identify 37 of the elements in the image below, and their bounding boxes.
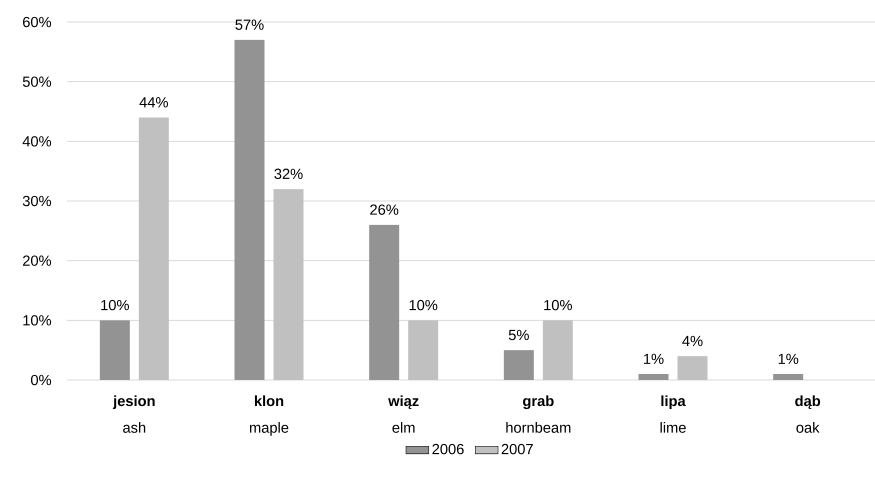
data-label: 32% — [274, 168, 303, 180]
bar — [542, 320, 573, 380]
bar — [234, 40, 264, 380]
bar — [138, 117, 169, 380]
data-label: 10% — [410, 300, 438, 310]
bar — [678, 356, 708, 380]
x-tick-label: grab hornbeam — [506, 395, 570, 433]
legend-label: 2007 — [502, 444, 533, 454]
x-tick-label: wiąz elm — [388, 395, 419, 433]
bar — [408, 320, 438, 380]
x-tick-label: dąb oak — [795, 395, 820, 433]
bar — [773, 374, 804, 380]
data-label: 57% — [235, 20, 264, 30]
data-label: 5% — [508, 330, 529, 340]
legend-label: 2006 — [432, 444, 464, 454]
y-tick-label: 40% — [22, 136, 52, 147]
y-tick-label: 20% — [23, 255, 52, 266]
y-tick-label: 30% — [22, 196, 52, 206]
data-label: 4% — [682, 336, 703, 346]
data-label: 10% — [101, 300, 129, 310]
y-tick-label: 60% — [23, 16, 52, 28]
y-tick-label: 0% — [30, 374, 52, 386]
x-tick-label: klon maple — [250, 395, 288, 436]
bar — [638, 374, 668, 380]
data-label: 44% — [139, 97, 168, 108]
bar — [504, 350, 534, 380]
y-tick-label: 50% — [22, 76, 52, 87]
y-tick-label: 10% — [23, 315, 52, 326]
data-label: 1% — [644, 354, 664, 364]
data-label: 26% — [370, 204, 398, 215]
bar — [274, 189, 304, 380]
data-label: 10% — [544, 300, 572, 310]
bar — [100, 320, 130, 380]
data-label: 1% — [778, 354, 798, 364]
x-tick-label: lipa lime — [660, 395, 686, 433]
bar — [369, 224, 400, 380]
x-tick-label: jesion ash — [112, 395, 155, 433]
